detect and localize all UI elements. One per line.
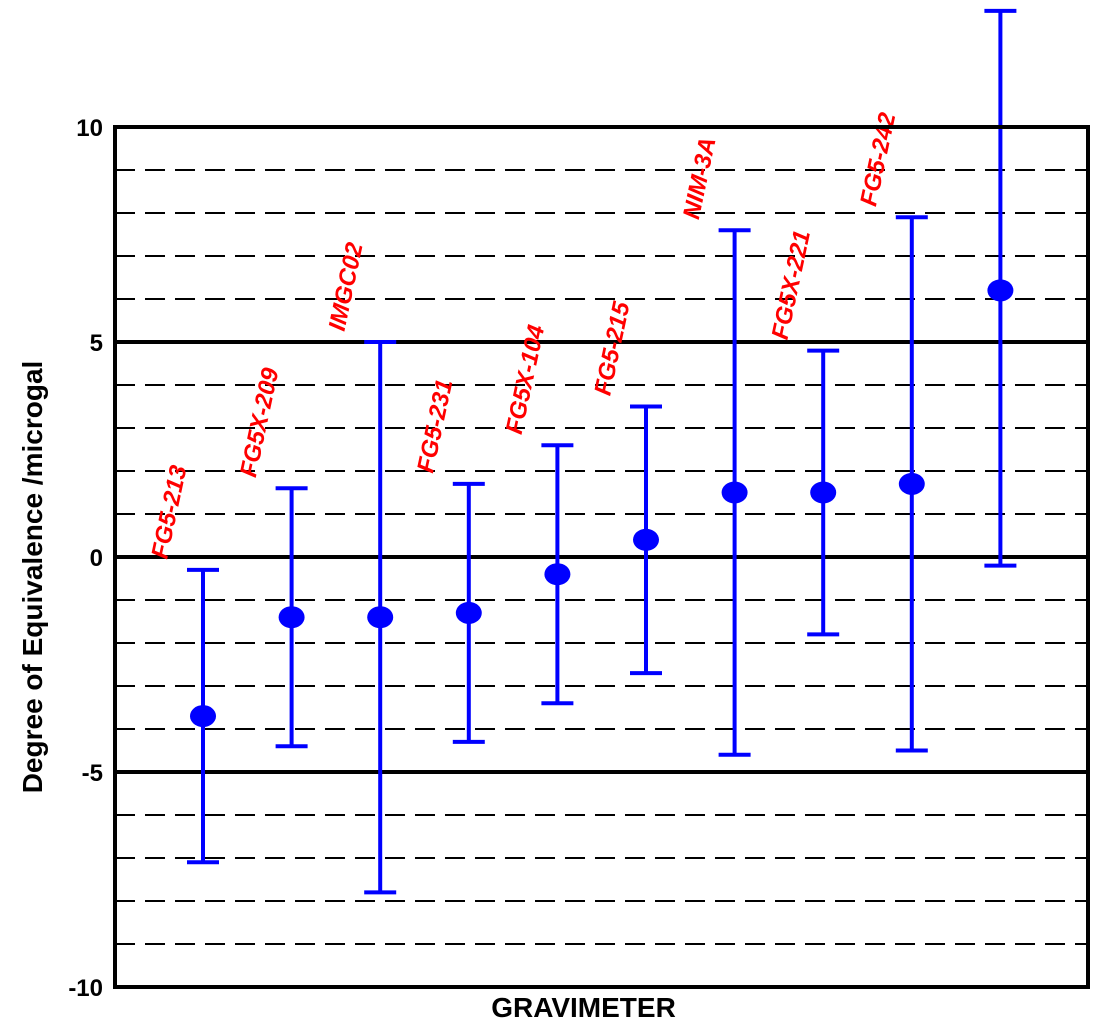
data-point [455,601,482,624]
y-tick-label: 10 [76,115,103,142]
point-labels: FG5-213 FG5X-209 IMGC02 FG5-231 FG5X-104 FG5-… [146,0,988,561]
grid-layer [115,169,1088,945]
data-points [190,279,1014,728]
y-tick-label: 5 [90,330,103,357]
point-label: FG5X-221 [767,228,816,342]
data-point [278,606,305,629]
point-label: FG5X-104 [501,323,550,437]
data-point [810,481,837,504]
point-label: FG5X-209 [235,365,285,480]
point-label: FG5-231 [412,377,458,475]
data-point [190,705,216,728]
y-tick-label: -10 [68,975,103,1002]
y-tick-label: 0 [90,545,103,572]
point-label: FG5-242 [855,110,901,209]
data-point [898,472,925,495]
data-point [987,279,1014,302]
data-point [367,606,394,629]
point-label: CAG-01 [944,0,989,2]
point-label: FG5-215 [589,299,635,398]
x-axis-title: GRAVIMETER [491,992,676,1021]
data-point [721,481,748,504]
y-tick-labels: -10 -5 0 5 10 [68,115,103,1002]
data-point [544,563,571,586]
plot-frame [113,125,1090,989]
point-label: NIM-3A [678,135,722,221]
y-axis-title: Degree of Equivalence /microgal [17,361,48,794]
point-label: FG5-213 [146,462,192,561]
point-label: IMGC02 [324,240,369,334]
data-point [633,528,659,551]
y-tick-label: -5 [82,760,103,787]
